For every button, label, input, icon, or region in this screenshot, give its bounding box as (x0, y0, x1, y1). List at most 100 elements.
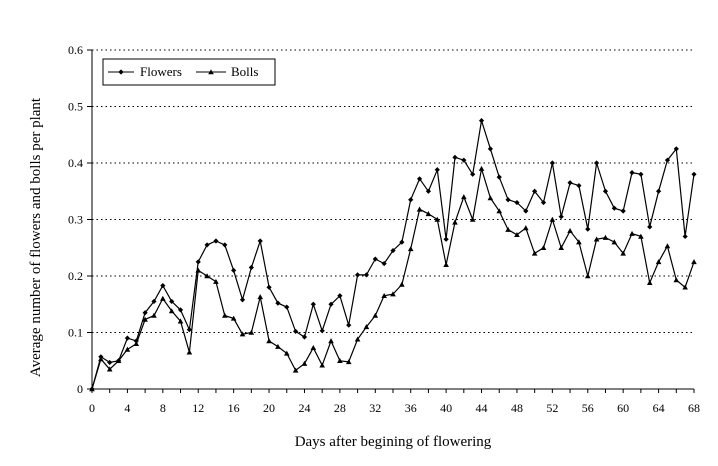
data-point-bolls (213, 278, 219, 284)
data-point-flowers (275, 300, 281, 306)
data-point-bolls (319, 362, 325, 368)
data-point-bolls (239, 331, 246, 337)
data-point-bolls (611, 239, 618, 245)
data-point-flowers (691, 171, 697, 177)
x-tick-label: 12 (192, 401, 204, 415)
data-point-flowers (549, 160, 555, 166)
data-point-bolls (310, 344, 317, 350)
x-tick-label: 0 (89, 401, 95, 415)
data-point-flowers (284, 304, 290, 310)
data-point-flowers (514, 199, 520, 206)
data-point-bolls (204, 273, 210, 279)
data-point-bolls (443, 261, 449, 267)
data-point-flowers (399, 239, 405, 245)
data-point-flowers (523, 208, 529, 214)
data-point-bolls (142, 316, 148, 322)
data-point-flowers (319, 328, 325, 334)
data-point-flowers (647, 224, 653, 230)
data-point-bolls (452, 219, 458, 225)
data-point-bolls (434, 216, 441, 222)
data-point-bolls (221, 312, 228, 318)
data-point-bolls (478, 165, 485, 171)
data-point-flowers (558, 214, 564, 220)
data-point-bolls (257, 294, 264, 300)
data-point-bolls (301, 360, 308, 366)
data-point-flowers (310, 301, 316, 307)
data-point-bolls (248, 329, 255, 335)
data-point-flowers (567, 180, 573, 186)
y-tick-label: 0.3 (68, 213, 83, 227)
series-line-flowers (91, 120, 695, 390)
x-tick-label: 60 (617, 401, 629, 415)
series-line-bolls (91, 168, 695, 390)
data-point-bolls (186, 349, 193, 355)
data-point-flowers (443, 236, 449, 242)
x-tick-label: 28 (334, 401, 346, 415)
data-point-flowers (416, 176, 423, 182)
x-tick-label: 52 (546, 401, 558, 415)
data-point-flowers (425, 188, 432, 194)
data-point-flowers (611, 205, 617, 211)
data-point-flowers (177, 307, 184, 313)
data-point-bolls (540, 244, 547, 250)
legend-marker-flowers (118, 69, 124, 75)
data-point-bolls (399, 281, 405, 287)
data-point-flowers (363, 272, 370, 278)
x-tick-label: 56 (582, 401, 594, 415)
data-point-bolls (354, 336, 361, 342)
data-point-flowers (204, 242, 210, 248)
data-point-flowers (142, 310, 148, 316)
data-point-bolls (283, 350, 290, 356)
data-point-bolls (124, 346, 131, 352)
data-point-bolls (337, 357, 343, 363)
data-point-bolls (558, 244, 565, 250)
data-point-bolls (593, 236, 600, 242)
data-point-bolls (487, 195, 494, 201)
data-point-bolls (514, 231, 520, 237)
data-point-bolls (522, 225, 529, 231)
data-point-bolls (691, 259, 697, 265)
data-point-bolls (195, 267, 202, 273)
ticks: 00.10.20.30.40.50.60 4 8 12 16 20 24 28 32 36 40 44… (68, 43, 700, 415)
data-point-bolls (576, 239, 582, 245)
data-point-bolls (390, 291, 396, 297)
y-tick-label: 0 (77, 382, 83, 396)
data-point-bolls (363, 324, 370, 330)
data-point-flowers (301, 334, 308, 340)
data-point-bolls (664, 243, 671, 249)
data-point-flowers (169, 298, 175, 305)
y-axis-title: Average number of flowers and bolls per … (28, 97, 44, 377)
data-point-bolls (682, 284, 688, 290)
y-tick-label: 0.6 (68, 43, 83, 57)
data-point-bolls (602, 234, 609, 240)
data-point-flowers (585, 226, 591, 232)
data-point-bolls (584, 273, 591, 279)
data-point-flowers (682, 233, 688, 240)
x-tick-label: 40 (440, 401, 452, 415)
data-point-bolls (98, 356, 104, 362)
data-point-bolls (505, 226, 511, 232)
data-point-flowers (408, 197, 414, 203)
data-point-flowers (381, 260, 387, 267)
y-tick-label: 0.1 (68, 326, 83, 340)
data-point-bolls (646, 279, 653, 286)
legend-label-flowers: Flowers (140, 64, 182, 79)
x-axis-title: Days after begining of flowering (295, 434, 492, 450)
series-flowers (89, 118, 697, 392)
data-point-flowers (231, 267, 237, 273)
data-point-bolls (372, 312, 379, 318)
x-tick-label: 32 (369, 401, 381, 415)
data-point-bolls (620, 250, 626, 256)
data-point-flowers (151, 298, 157, 305)
data-point-bolls (655, 259, 662, 265)
data-point-flowers (248, 264, 254, 271)
x-tick-label: 20 (263, 401, 275, 415)
data-point-flowers (257, 238, 263, 244)
data-point-flowers (107, 359, 113, 366)
data-point-bolls (567, 228, 573, 234)
data-point-flowers (213, 238, 219, 244)
data-point-bolls (133, 341, 140, 347)
data-point-bolls (638, 233, 644, 239)
data-point-bolls (151, 312, 157, 318)
data-point-bolls (89, 386, 95, 392)
